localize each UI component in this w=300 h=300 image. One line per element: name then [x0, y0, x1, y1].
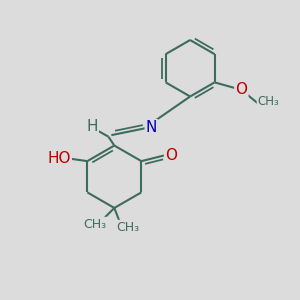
- Text: HO: HO: [47, 151, 71, 166]
- Text: CH₃: CH₃: [83, 218, 106, 231]
- Text: N: N: [146, 120, 157, 135]
- Text: O: O: [235, 82, 247, 97]
- Text: CH₃: CH₃: [258, 95, 279, 108]
- Text: CH₃: CH₃: [116, 221, 139, 234]
- Text: H: H: [86, 119, 98, 134]
- Text: O: O: [165, 148, 177, 163]
